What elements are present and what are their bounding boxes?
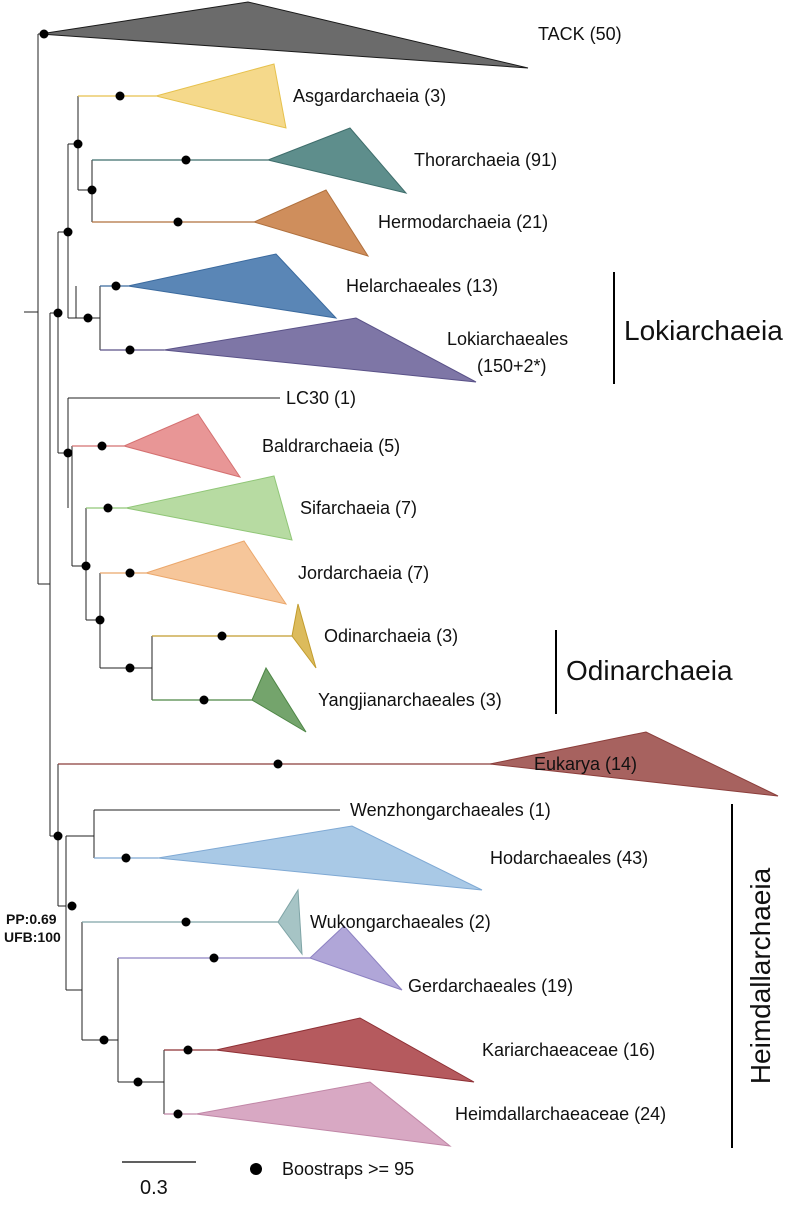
clade-label-lc30: LC30 (1) [286,388,356,408]
group-label-odinarchaeia: Odinarchaeia [566,655,733,686]
legend-label: Boostraps >= 95 [282,1159,414,1179]
clade-label-asgardarchaeia: Asgardarchaeia (3) [293,86,446,106]
clade-label-helarchaeales: Helarchaeales (13) [346,276,498,296]
support-annotation-ufb: UFB:100 [4,929,61,945]
clade-label-tack: TACK (50) [538,24,622,44]
clade-label-lokiarchaeales: Lokiarchaeales [447,329,568,349]
clade-triangle-eukarya [489,731,779,797]
group-label-lokiarchaeia: Lokiarchaeia [624,315,783,346]
clade-triangle-odinarchaeia [291,603,317,669]
clade-label-lokiarchaeales-count: (150+2*) [477,356,547,376]
clade-label-gerdarchaeales: Gerdarchaeales (19) [408,976,573,996]
clade-triangle-gerdarchaeales [309,925,403,991]
clade-triangle-helarchaeales [127,253,338,319]
clade-label-kariarchaeaceae: Kariarchaeaceae (16) [482,1040,655,1060]
clade-triangle-kariarchaeaceae [215,1017,475,1083]
clade-triangle-sifarchaeia [125,475,293,541]
clade-label-yangjianarchaeales: Yangjianarchaeales (3) [318,690,502,710]
clade-triangle-jordarchaeia [144,540,288,605]
clade-triangle-hermodarchaeia [252,189,370,257]
clade-label-eukarya: Eukarya (14) [534,754,637,774]
clade-triangle-heimdallarchaeaceae [195,1081,452,1147]
clade-label-heimdallarchaeaceae: Heimdallarchaeaceae (24) [455,1104,666,1124]
support-annotation-pp: PP:0.69 [6,911,57,927]
clade-triangle-asgardarchaeia [154,63,287,129]
legend-dot [250,1163,262,1175]
clade-label-wenzhongarchaeales: Wenzhongarchaeales (1) [350,800,551,820]
clade-triangle-tack [39,1,529,69]
clade-triangle-hodarchaeales [157,825,483,891]
clade-label-wukongarchaeales: Wukongarchaeales (2) [310,912,491,932]
clade-label-thorarchaeia: Thorarchaeia (91) [414,150,557,170]
clade-label-baldrarchaeia: Baldrarchaeia (5) [262,436,400,456]
clade-triangle-thorarchaeia [266,127,408,194]
clade-label-hermodarchaeia: Hermodarchaeia (21) [378,212,548,232]
clade-label-odinarchaeia: Odinarchaeia (3) [324,626,458,646]
clade-triangle-lokiarchaeales [163,317,477,383]
scale-bar-label: 0.3 [140,1177,168,1199]
clade-label-hodarchaeales: Hodarchaeales (43) [490,848,648,868]
bootstrap-dots [39,29,283,1119]
clade-label-jordarchaeia: Jordarchaeia (7) [298,563,429,583]
clade-triangle-wukongarchaeales [277,888,303,956]
clade-label-sifarchaeia: Sifarchaeia (7) [300,498,417,518]
group-label-heimdallarchaeia: Heimdallarchaeia [745,867,776,1084]
clade-triangle-yangjianarchaeales [251,666,307,733]
clade-triangle-baldrarchaeia [122,413,242,478]
